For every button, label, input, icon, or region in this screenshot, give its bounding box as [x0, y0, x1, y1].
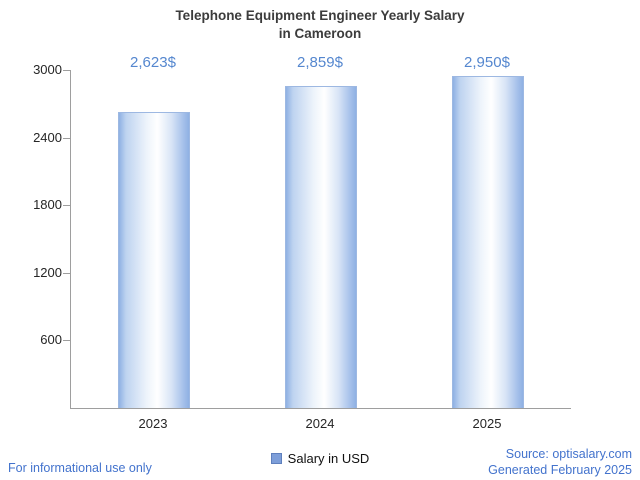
y-axis-tick-label: 1800 — [33, 197, 62, 213]
disclaimer-text: For informational use only — [8, 461, 152, 475]
bar-value-label: 2,623$ — [130, 54, 176, 71]
y-axis-tick-mark — [63, 340, 70, 341]
source-link[interactable]: Source: optisalary.com — [505, 447, 632, 461]
salary-bar[interactable] — [118, 112, 190, 408]
y-axis-tick-label: 600 — [40, 332, 62, 348]
y-axis-tick-label: 2400 — [33, 129, 62, 145]
x-axis-category-label: 2025 — [472, 416, 502, 431]
source-credit: Source: optisalary.com Generated Februar… — [488, 446, 632, 479]
x-axis-category-label: 2024 — [305, 416, 335, 431]
y-axis-tick-mark — [63, 70, 70, 71]
y-axis-tick-mark — [63, 273, 70, 274]
bar-value-label: 2,950$ — [464, 54, 510, 71]
bar-value-label: 2,859$ — [297, 54, 343, 71]
salary-bar[interactable] — [452, 76, 524, 408]
chart-title-line-1: Telephone Equipment Engineer Yearly Sala… — [175, 8, 465, 23]
legend-marker-icon — [270, 453, 282, 465]
chart-title-line-2: in Cameroon — [278, 26, 362, 42]
generated-date: Generated February 2025 — [488, 463, 632, 478]
x-axis-category-label: 2023 — [138, 416, 168, 431]
y-axis-tick-label: 1200 — [33, 264, 62, 280]
chart-title: Telephone Equipment Engineer Yearly Sala… — [0, 7, 640, 43]
plot-area — [70, 70, 571, 409]
y-axis-tick-mark — [63, 138, 70, 139]
legend: Salary in USD — [0, 451, 640, 466]
salary-bar[interactable] — [285, 86, 357, 408]
y-axis-tick-mark — [63, 205, 70, 206]
legend-label: Salary in USD — [287, 451, 370, 466]
y-axis-tick-label: 3000 — [33, 62, 62, 77]
